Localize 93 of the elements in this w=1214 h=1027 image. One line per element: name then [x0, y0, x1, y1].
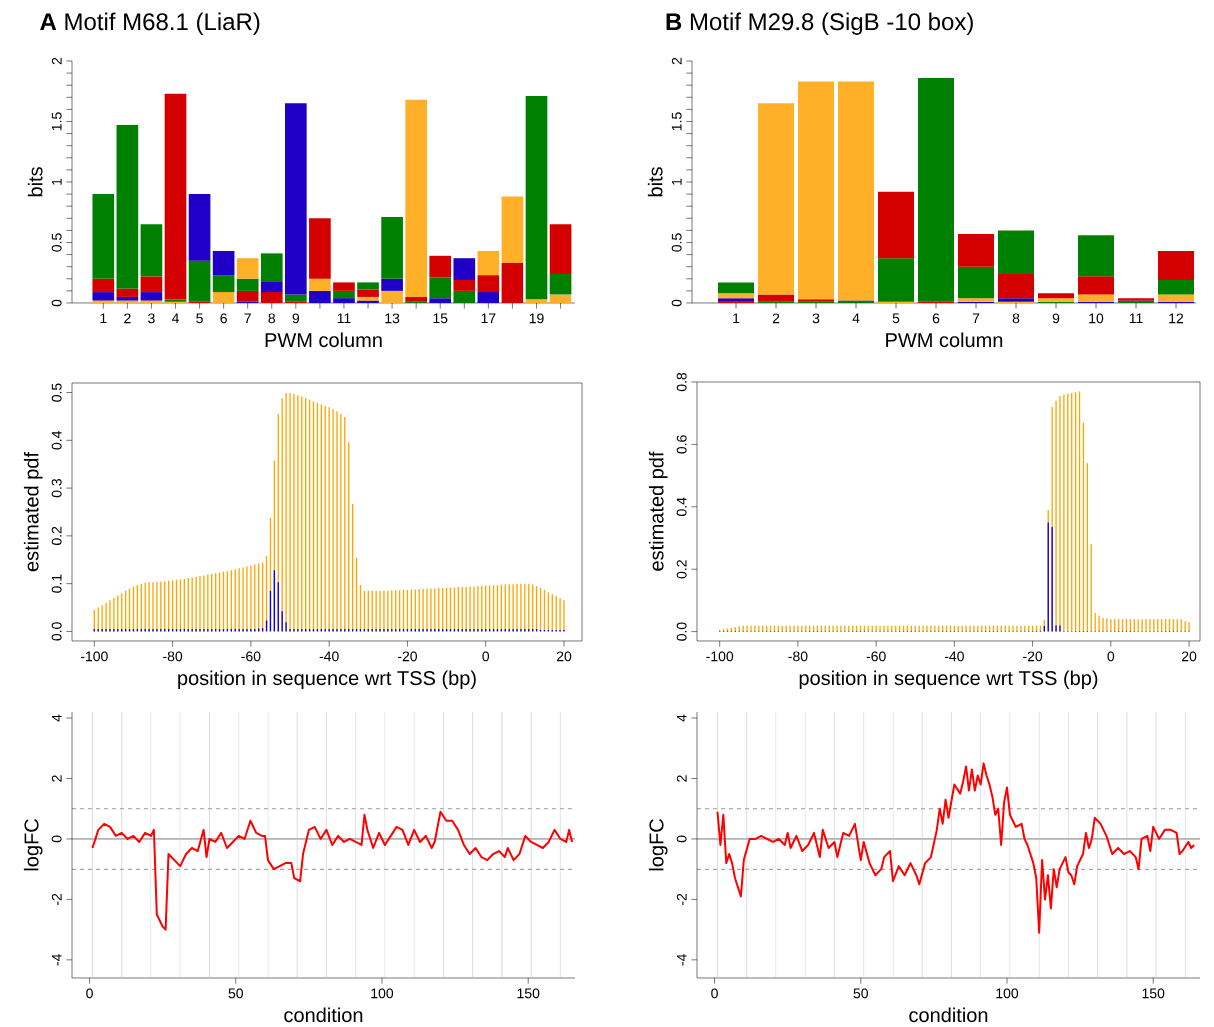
chart-title: A Motif M68.1 (LiaR) [40, 12, 260, 36]
x-tick-label: 12 [1169, 313, 1184, 324]
y-tick-label: 0.2 [676, 560, 687, 579]
x-tick-label: 20 [556, 651, 572, 662]
chart-title: B Motif M29.8 (SigB -10 box) [666, 12, 973, 36]
y-tick-label: 1 [671, 178, 682, 186]
y-axis-title: bits [27, 167, 43, 197]
y-tick-label: -2 [676, 894, 687, 906]
y-axis-title: estimated pdf [648, 451, 668, 571]
x-tick-label: 150 [517, 988, 540, 999]
x-tick-label: -40 [319, 651, 339, 662]
y-tick-label: 0.8 [676, 373, 687, 392]
y-tick-label: 1 [51, 178, 62, 186]
y-tick-label: 0.5 [51, 233, 62, 252]
x-tick-label: 11 [337, 313, 351, 324]
y-tick-label: 0 [671, 299, 682, 307]
y-tick-label: 0 [51, 299, 62, 307]
y-tick-label: 1.5 [51, 112, 62, 131]
x-tick-label: 3 [148, 313, 155, 324]
x-tick-label: 9 [1052, 313, 1060, 324]
y-tick-label: 0.4 [51, 431, 62, 450]
x-axis-title: PWM column [265, 332, 382, 348]
y-axis-title: logFC [23, 819, 43, 871]
x-tick-label: 4 [171, 313, 179, 324]
y-tick-label: 2 [51, 775, 62, 782]
x-tick-label: 3 [812, 313, 820, 324]
x-tick-label: 50 [228, 988, 244, 999]
y-tick-label: 0.4 [676, 497, 687, 517]
x-tick-label: 15 [433, 313, 448, 324]
x-tick-label: -80 [788, 651, 808, 662]
y-tick-label: 2 [676, 775, 687, 782]
y-tick-label: -2 [51, 894, 62, 906]
x-axis-title: position in sequence wrt TSS (bp) [178, 670, 476, 690]
x-tick-label: 9 [292, 313, 300, 324]
y-tick-label: 0.6 [676, 435, 687, 454]
x-tick-label: 13 [385, 313, 400, 324]
y-tick-label: 1.5 [671, 112, 682, 131]
x-tick-label: 150 [1142, 988, 1165, 999]
y-tick-label: -4 [51, 954, 62, 966]
x-axis-title: condition [909, 1007, 988, 1023]
y-tick-label: 0.2 [51, 527, 62, 546]
x-tick-label: 6 [932, 313, 940, 324]
x-tick-label: 10 [1089, 313, 1104, 324]
x-axis-title: condition [284, 1007, 363, 1023]
x-axis-title: position in sequence wrt TSS (bp) [799, 670, 1098, 690]
y-axis-title: bits [647, 167, 663, 197]
y-tick-label: 2 [51, 58, 62, 65]
y-axis-title: estimated pdf [23, 452, 43, 572]
x-tick-label: 19 [529, 313, 544, 324]
x-tick-label: 0 [711, 988, 718, 999]
x-tick-label: 6 [220, 313, 227, 324]
x-tick-label: 100 [371, 988, 394, 999]
y-tick-label: 4 [51, 714, 62, 722]
x-tick-label: -20 [397, 651, 417, 662]
x-tick-label: 0 [1107, 651, 1115, 662]
x-tick-label: 1 [100, 313, 107, 324]
y-axis-title: logFC [648, 819, 668, 871]
x-tick-label: -100 [80, 651, 108, 662]
y-tick-label: 0 [676, 835, 687, 843]
y-tick-label: 0.1 [51, 574, 62, 594]
x-tick-label: 0 [482, 651, 490, 662]
x-tick-label: 17 [481, 313, 496, 324]
x-tick-label: 7 [244, 313, 251, 324]
x-tick-label: 1 [733, 313, 740, 324]
x-tick-label: -60 [866, 651, 886, 662]
x-tick-label: 2 [124, 313, 131, 324]
x-tick-label: 8 [268, 313, 276, 324]
x-tick-label: -20 [1023, 651, 1043, 662]
x-tick-label: 5 [892, 313, 900, 324]
x-tick-label: 7 [972, 313, 980, 324]
x-tick-label: 11 [1129, 313, 1143, 324]
x-tick-label: 0 [86, 988, 93, 999]
x-tick-label: 2 [772, 313, 780, 324]
x-tick-label: -100 [706, 651, 734, 662]
x-tick-label: -40 [944, 651, 964, 662]
y-tick-label: 4 [676, 714, 687, 722]
y-tick-label: 0.5 [671, 233, 682, 252]
x-axis-title: PWM column [886, 332, 1003, 348]
y-tick-label: 0 [51, 835, 62, 843]
x-tick-label: 4 [852, 313, 860, 324]
x-tick-label: 100 [996, 988, 1019, 999]
x-tick-label: 5 [196, 313, 203, 324]
x-tick-label: 50 [853, 988, 868, 999]
y-tick-label: 0.3 [51, 479, 62, 498]
x-tick-label: 8 [1012, 313, 1020, 324]
y-tick-label: -4 [676, 954, 687, 966]
x-tick-label: 20 [1181, 651, 1197, 662]
y-tick-label: 2 [671, 58, 682, 65]
y-tick-label: 0.0 [676, 622, 687, 642]
y-tick-label: 0.5 [51, 383, 62, 402]
x-tick-label: -60 [241, 651, 261, 662]
y-tick-label: 0.0 [51, 622, 62, 641]
x-tick-label: -80 [163, 651, 183, 662]
